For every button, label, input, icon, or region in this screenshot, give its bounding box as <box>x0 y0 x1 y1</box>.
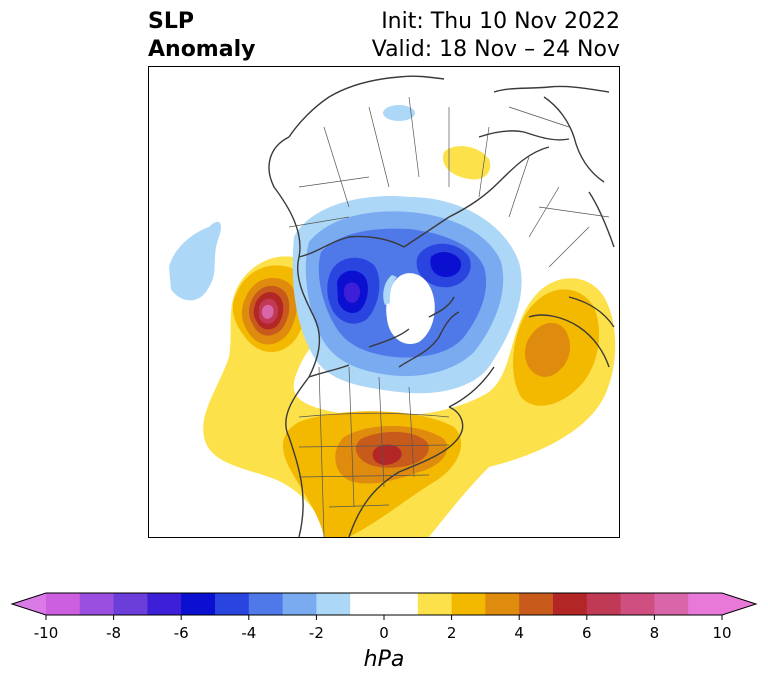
polar-weak-negative <box>383 275 397 305</box>
arctic-low-west-core <box>343 282 361 303</box>
colorbar-tick-label: 10 <box>712 624 732 642</box>
us-high-core <box>372 444 402 465</box>
colorbar-bin-12 <box>485 593 520 615</box>
arctic-low-east-6hpa <box>430 251 462 277</box>
colorbar-bin-18 <box>688 593 723 615</box>
colorbar-tick-label: -2 <box>308 624 324 642</box>
colorbar-under-arrow <box>12 593 46 615</box>
colorbar-bin-8 <box>316 593 351 615</box>
colorbar-bin-16 <box>620 593 655 615</box>
colorbar-bin-15 <box>586 593 622 615</box>
colorbar-tick-label: 4 <box>514 624 524 642</box>
colorbar-bar <box>10 592 758 620</box>
colorbar-bin-3 <box>147 593 182 615</box>
aleutian-ridge-core <box>261 304 274 319</box>
colorbar-tick-label: -10 <box>33 624 59 642</box>
siberia-positive-anomaly <box>443 146 491 180</box>
title-variable: SLP <box>148 9 194 34</box>
init-date: Init: Thu 10 Nov 2022 <box>381 9 620 34</box>
valid-range: Valid: 18 Nov – 24 Nov <box>371 37 620 62</box>
colorbar-bin-7 <box>282 593 317 615</box>
map-title: SLP Anomaly <box>148 8 255 64</box>
coastlines <box>268 75 615 537</box>
colorbar-tick-label: -8 <box>106 624 122 642</box>
colorbar-tick-label: 6 <box>582 624 592 642</box>
colorbar-bin-5 <box>215 593 250 615</box>
borders <box>288 96 610 537</box>
colorbar-bin-2 <box>113 593 148 615</box>
colorbar-tick-label: 2 <box>446 624 457 642</box>
colorbar-bin-14 <box>553 593 588 615</box>
north-negative-blob <box>383 105 415 121</box>
colorbar-bin-17 <box>654 593 689 615</box>
colorbar-unit: hPa <box>363 647 405 672</box>
title-variable-qualifier: Anomaly <box>148 37 256 62</box>
colorbar-bin-4 <box>181 593 216 615</box>
polar-neutral-area <box>386 273 435 345</box>
colorbar-tick-label: -4 <box>241 624 257 642</box>
colorbar-bin-1 <box>79 593 115 615</box>
colorbar-tick-label: 8 <box>649 624 660 642</box>
colorbar-bin-13 <box>519 593 554 615</box>
pacific-negative-anomaly <box>169 221 221 301</box>
map-canvas <box>169 75 616 537</box>
atlantic-ridge-4hpa <box>524 322 570 377</box>
colorbar-bin-10 <box>417 593 453 615</box>
anomaly-map <box>148 66 620 538</box>
colorbar: -10 -8 -6 -4 -2 0 2 4 6 8 10 hPa <box>0 585 768 680</box>
colorbar-tick-label: -6 <box>173 624 189 642</box>
colorbar-bin-6 <box>248 593 284 615</box>
colorbar-bin-9 <box>350 593 419 615</box>
map-date-info: Init: Thu 10 Nov 2022 Valid: 18 Nov – 24… <box>372 8 620 64</box>
colorbar-over-arrow <box>722 593 756 615</box>
colorbar-bin-0 <box>46 593 81 615</box>
colorbar-tick-label: 0 <box>379 624 389 642</box>
colorbar-bin-11 <box>451 593 486 615</box>
